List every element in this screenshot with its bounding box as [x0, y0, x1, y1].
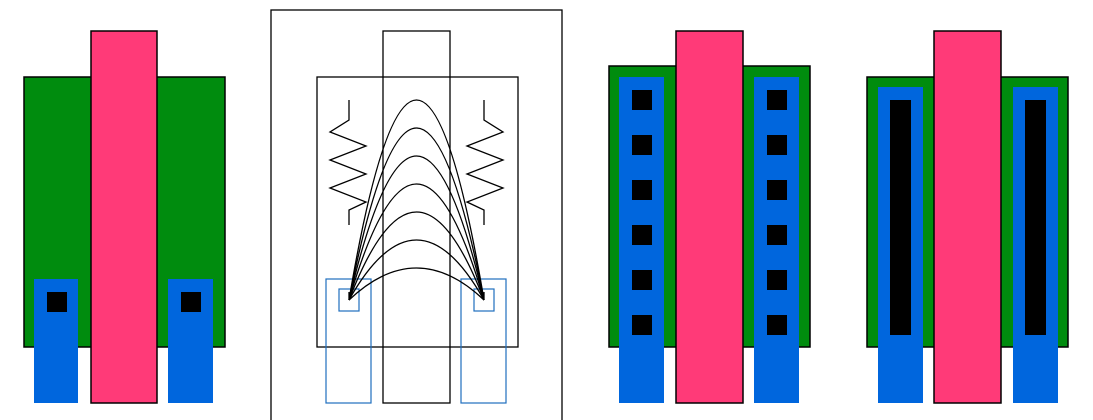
contact-array [632, 90, 787, 335]
current-arc [348, 211, 485, 301]
contact-left [47, 292, 67, 312]
current-arc [348, 127, 485, 301]
current-arc [348, 99, 485, 301]
contact-left [632, 225, 652, 245]
current-arc [348, 267, 485, 301]
contact-outline-right [473, 288, 495, 312]
resistor-left [328, 100, 368, 225]
resistor-right [465, 100, 505, 225]
contact-right [767, 180, 787, 200]
panel-resistance-schematic [270, 9, 563, 420]
gate-poly [933, 30, 1002, 404]
panel-many-contacts [608, 30, 811, 404]
panel-strip-contacts [866, 30, 1069, 404]
contact-right [767, 135, 787, 155]
contact-left [632, 90, 652, 110]
panel-frame [270, 9, 563, 420]
active-outline [316, 76, 519, 348]
gate-outline [382, 30, 451, 404]
contact-left [632, 315, 652, 335]
metal-outline-right [460, 278, 507, 404]
current-arc [348, 183, 485, 301]
gate-poly [90, 30, 158, 404]
contact-right [767, 315, 787, 335]
contact-strip-right [1025, 100, 1046, 335]
panel-single-contacts [23, 30, 226, 404]
contact-strip-left [890, 100, 911, 335]
contact-right [181, 292, 201, 312]
contact-right [767, 225, 787, 245]
current-arc [348, 155, 485, 301]
current-arcs [348, 99, 485, 301]
current-arc [348, 239, 485, 301]
contact-left [632, 270, 652, 290]
gate-poly [675, 30, 744, 404]
contact-left [632, 180, 652, 200]
contact-right [767, 90, 787, 110]
contact-right [767, 270, 787, 290]
contact-outline-left [338, 288, 360, 312]
metal-outline-left [325, 278, 372, 404]
contact-left [632, 135, 652, 155]
